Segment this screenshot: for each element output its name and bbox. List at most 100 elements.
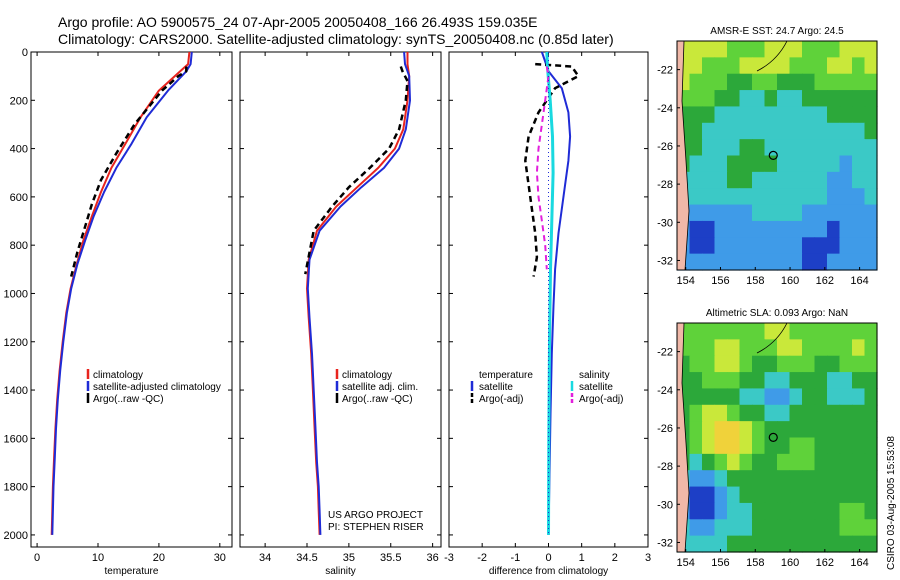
sla_map-cell bbox=[827, 470, 841, 488]
sla_map-cell bbox=[852, 519, 866, 537]
sla_map-cell bbox=[852, 339, 866, 357]
sst_map-cell bbox=[814, 122, 828, 140]
salinity-x-tick-label: 34 bbox=[259, 552, 271, 564]
sst_map-cell bbox=[814, 220, 828, 238]
sst_map-cell bbox=[839, 122, 853, 140]
sla_map-cell bbox=[727, 323, 741, 340]
sst_map-cell bbox=[689, 90, 703, 108]
sla_map-cell bbox=[839, 470, 853, 488]
sla_map-x-tick-label: 160 bbox=[781, 557, 799, 569]
sst_map-cell bbox=[839, 139, 853, 157]
sla_map-cell bbox=[777, 453, 791, 471]
sst_map-cell bbox=[827, 204, 841, 222]
sst_map-cell bbox=[702, 171, 716, 189]
csiro-stamp: CSIRO 03-Aug-2005 15:53:08 bbox=[886, 436, 897, 570]
sla_map-cell bbox=[777, 421, 791, 439]
sla_map-cell bbox=[702, 470, 716, 488]
sla_map-cell bbox=[714, 404, 728, 422]
sla_map-cell bbox=[827, 388, 841, 406]
sst_map-cell bbox=[839, 204, 853, 222]
sst_map-cell bbox=[764, 253, 778, 271]
sst_map-cell bbox=[802, 73, 816, 91]
sla_map-cell bbox=[814, 453, 828, 471]
sst_map-cell bbox=[752, 73, 766, 91]
sla_map-cell bbox=[752, 404, 766, 422]
sst_map-cell bbox=[777, 122, 791, 140]
sst_map-cell bbox=[852, 171, 866, 189]
sla_map-cell bbox=[852, 323, 866, 340]
sst_map-cell bbox=[814, 73, 828, 91]
sla_map-cell bbox=[689, 535, 703, 553]
sla_map-cell bbox=[789, 421, 803, 439]
depth-tick-label: 200 bbox=[10, 95, 28, 107]
sla_map-cell bbox=[789, 486, 803, 504]
difference-series-line bbox=[524, 62, 580, 277]
sla_map-cell bbox=[739, 404, 753, 422]
sla_map-cell bbox=[702, 502, 716, 520]
sla_map-cell bbox=[752, 453, 766, 471]
sst_map-cell bbox=[702, 122, 716, 140]
sla_map-cell bbox=[689, 486, 703, 504]
sst_map-cell bbox=[852, 220, 866, 238]
sst_map-cell bbox=[777, 106, 791, 124]
sst_map-cell bbox=[689, 57, 703, 75]
sst_map-cell bbox=[752, 41, 766, 58]
sst_map-cell bbox=[864, 106, 878, 124]
sla_map-cell bbox=[689, 453, 703, 471]
sla_map-cell bbox=[827, 519, 841, 537]
difference-legend-label: temperature bbox=[479, 370, 533, 381]
temperature-x-tick-label: 0 bbox=[34, 552, 40, 564]
sst_map-cell bbox=[789, 106, 803, 124]
sla_map-cell bbox=[789, 519, 803, 537]
sst_map-cell bbox=[839, 253, 853, 271]
sla_map-cell bbox=[764, 355, 778, 373]
map-sla_map: 154 156 158 160 162 164 -22 -24 -26 -28 -30 -32 Alti… bbox=[657, 308, 900, 569]
difference-x-tick-label: -1 bbox=[510, 552, 520, 564]
sla_map-cell bbox=[752, 388, 766, 406]
sst_map-cell bbox=[852, 122, 866, 140]
sst_map-cell bbox=[739, 122, 753, 140]
sla_map-cell bbox=[789, 470, 803, 488]
difference-legend-label: satellite bbox=[479, 382, 513, 393]
sla_map-cell bbox=[789, 339, 803, 357]
salinity-legend-label: climatology bbox=[342, 370, 392, 381]
sla_map-cell bbox=[839, 388, 853, 406]
sst_map-cell bbox=[727, 41, 741, 58]
sst_map-cell bbox=[802, 220, 816, 238]
sst_map-cell bbox=[689, 237, 703, 255]
sst_map-cell bbox=[739, 188, 753, 206]
sla_map-cell bbox=[714, 339, 728, 357]
sla_map-cell bbox=[864, 355, 878, 373]
sst_map-cell bbox=[764, 41, 778, 58]
sst_map-cell bbox=[802, 237, 816, 255]
sst_map-cell bbox=[839, 73, 853, 91]
salinity-legend-label: Argo(..raw -QC) bbox=[342, 394, 413, 405]
sla_map-cell bbox=[802, 470, 816, 488]
sla_map-cell bbox=[777, 372, 791, 390]
sst_map-cell bbox=[852, 57, 866, 75]
sst_map-cell bbox=[827, 57, 841, 75]
sst_map-cell bbox=[839, 155, 853, 173]
sst_map-cell bbox=[814, 90, 828, 108]
header-line-2: Climatology: CARS2000. Satellite-adjuste… bbox=[58, 31, 614, 47]
sla_map-cell bbox=[727, 502, 741, 520]
sst_map-cell bbox=[702, 220, 716, 238]
sst_map-cell bbox=[777, 90, 791, 108]
sla_map-cell bbox=[752, 535, 766, 553]
temperature-legend-label: satellite-adjusted climatology bbox=[93, 382, 221, 393]
credit-project: US ARGO PROJECT bbox=[328, 510, 423, 521]
depth-tick-label: 1000 bbox=[4, 288, 28, 300]
sst_map-cell bbox=[839, 90, 853, 108]
sla_map-cell bbox=[727, 470, 741, 488]
sst_map-cell bbox=[839, 57, 853, 75]
sla_map-cell bbox=[814, 421, 828, 439]
sst_map-cell bbox=[739, 220, 753, 238]
sla_map-cell bbox=[777, 339, 791, 357]
sla_map-cell bbox=[839, 535, 853, 553]
sst_map-cell bbox=[814, 57, 828, 75]
sla_map-cell bbox=[839, 486, 853, 504]
sla_map-cell bbox=[714, 388, 728, 406]
difference-x-tick-label: 0 bbox=[545, 552, 551, 564]
sla_map-cell bbox=[702, 323, 716, 340]
sla_map-cell bbox=[777, 404, 791, 422]
